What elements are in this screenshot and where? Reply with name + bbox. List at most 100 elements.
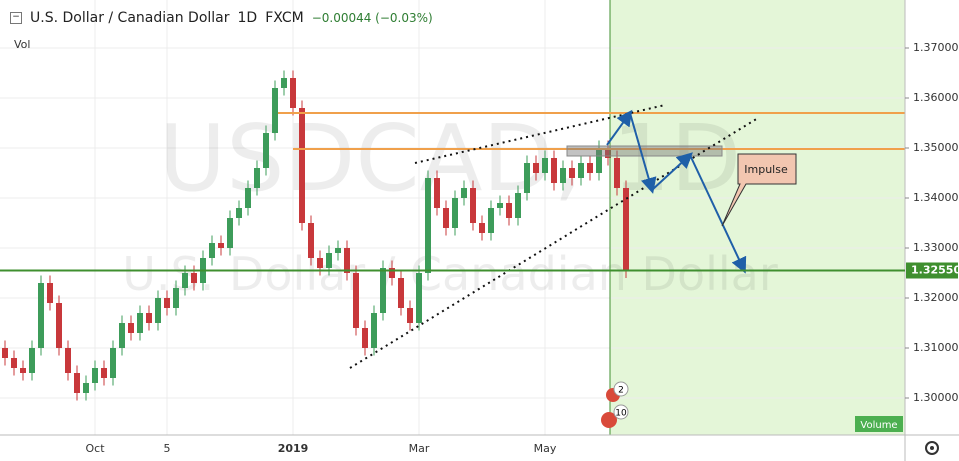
candle-body: [20, 368, 26, 373]
candle-body: [281, 78, 287, 88]
zone-box: [566, 145, 723, 157]
forecast-zone: [610, 0, 905, 435]
candle-body: [290, 78, 296, 108]
candle-body: [101, 368, 107, 378]
collapse-button[interactable]: −: [10, 12, 22, 24]
y-tick-label: 1.37000: [913, 41, 959, 54]
candle-body: [83, 383, 89, 393]
candle-body: [389, 268, 395, 278]
gear-hub[interactable]: [930, 446, 934, 450]
candle-body: [227, 218, 233, 248]
candle-body: [47, 283, 53, 303]
candle-body: [470, 188, 476, 223]
interval: 1D: [237, 10, 258, 26]
source: FXCM: [265, 10, 304, 26]
candle-body: [119, 323, 125, 348]
projection-arrow: [606, 109, 633, 146]
candle-body: [416, 273, 422, 323]
x-tick-label: 5: [164, 442, 171, 455]
candle-body: [362, 328, 368, 348]
candle-body: [146, 313, 152, 323]
volume-button-label[interactable]: Volume: [860, 420, 897, 431]
candle-body: [272, 88, 278, 133]
event-badge: [613, 381, 629, 397]
projection-arrow: [651, 152, 693, 191]
watermark: USDCAD, 1D: [159, 105, 741, 212]
candle-body: [479, 223, 485, 233]
candle-body: [443, 208, 449, 228]
candle-body: [614, 158, 620, 188]
candle-body: [56, 303, 62, 348]
settings-icon[interactable]: [925, 441, 939, 455]
candle-body: [551, 158, 557, 183]
candle-body: [605, 148, 611, 158]
event-count: 10: [615, 409, 627, 419]
candle-body: [155, 298, 161, 323]
candle-body: [398, 278, 404, 308]
last-price-tag: [906, 262, 958, 279]
candle-body: [173, 288, 179, 308]
candle-body: [11, 358, 17, 368]
candle-body: [254, 168, 260, 188]
candle-body: [506, 203, 512, 218]
candle-body: [2, 348, 8, 358]
candle-body: [407, 308, 413, 323]
candle-body: [569, 168, 575, 178]
candle-body: [191, 273, 197, 283]
candles: [2, 70, 629, 401]
event-count: 2: [618, 386, 624, 396]
event-flag: [601, 412, 617, 428]
symbol-title: U.S. Dollar / Canadian Dollar: [30, 10, 230, 26]
candle-body: [164, 298, 170, 308]
candle-body: [128, 323, 134, 333]
candle-body: [317, 258, 323, 268]
candle-body: [578, 163, 584, 178]
grid: [0, 0, 905, 435]
candle-body: [182, 273, 188, 288]
candle-body: [434, 178, 440, 208]
trendline: [349, 117, 759, 369]
candle-body: [452, 198, 458, 228]
candle-body: [515, 193, 521, 218]
candle-body: [110, 348, 116, 378]
candle-body: [344, 248, 350, 273]
projection-arrow: [689, 154, 747, 274]
candle-body: [497, 203, 503, 208]
x-tick-label: Oct: [85, 442, 105, 455]
volume-button[interactable]: [855, 416, 903, 432]
candle-body: [38, 283, 44, 348]
candle-body: [524, 163, 530, 193]
watermark-subtitle: U.S. Dollar / Canadian Dollar: [122, 247, 778, 301]
y-tick-label: 1.35000: [913, 141, 959, 154]
gear[interactable]: [925, 441, 939, 455]
callout: [721, 153, 797, 227]
trendline: [414, 104, 666, 164]
candle-body: [218, 243, 224, 248]
projection-arrow: [629, 112, 657, 194]
candle-body: [596, 148, 602, 173]
axes: 1.30000 1.31000 1.32000 1.33000 1.34000 1.350…: [0, 41, 959, 455]
candle-body: [236, 208, 242, 218]
candle-body: [560, 168, 566, 183]
candle-body: [380, 268, 386, 313]
candle-body: [488, 208, 494, 233]
header: − U.S. Dollar / Canadian Dollar 1D FXCM …: [10, 10, 433, 26]
candle-body: [335, 248, 341, 253]
candle-body: [74, 373, 80, 393]
x-tick-label: 2019: [278, 442, 309, 455]
candle-body: [326, 253, 332, 268]
y-tick-label: 1.36000: [913, 91, 959, 104]
callout-text: Impulse: [744, 163, 788, 176]
candle-body: [263, 133, 269, 168]
candle-body: [65, 348, 71, 373]
candle-body: [623, 188, 629, 271]
last-price-label: 1.32550: [911, 264, 959, 277]
candle-body: [209, 243, 215, 258]
candle-body: [29, 348, 35, 373]
candle-body: [245, 188, 251, 208]
y-tick-label: 1.31000: [913, 341, 959, 354]
candle-body: [542, 158, 548, 173]
change: −0.00044 (−0.03%): [311, 11, 433, 25]
